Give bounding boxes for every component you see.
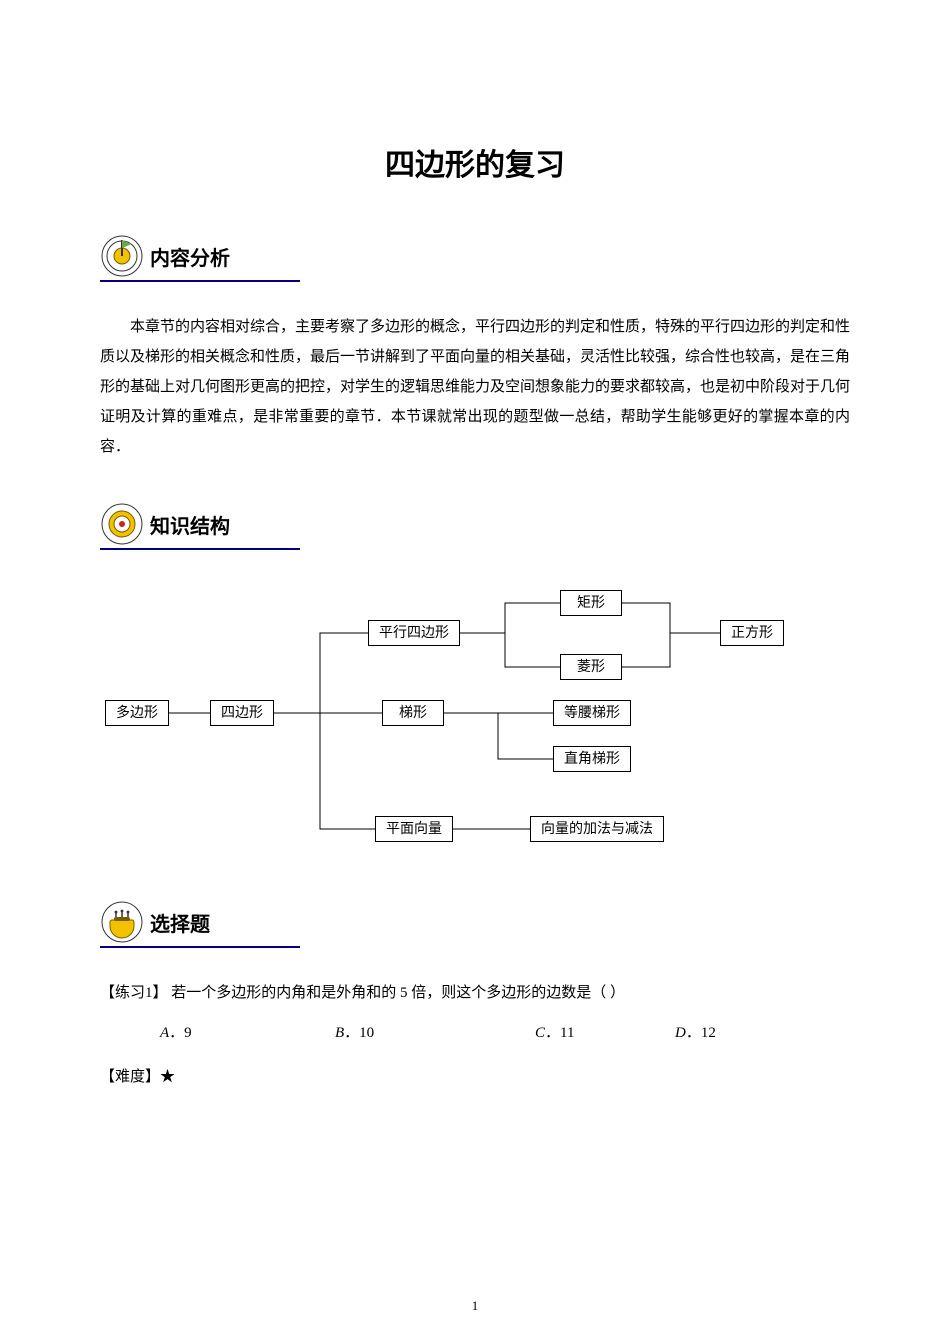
section-knowledge-structure: 知识结构 [100,502,300,550]
exercise-text: 若一个多边形的内角和是外角和的 5 倍，则这个多边形的边数是（ ） [171,985,625,1001]
knowledge-diagram: 多边形 四边形 平行四边形梯形 矩形菱形 正方形等腰梯形直角梯形平面向量 向量的加法与减法 [100,580,850,860]
pot-icon [100,900,144,944]
section-label: 知识结构 [150,510,230,539]
diagram-node-iso_trap: 等腰梯形 [553,700,631,726]
section-multiple-choice: 选择题 [100,900,300,948]
option-d: D．12 [675,1018,795,1048]
flag-icon [100,234,144,278]
exercise-stem: 【练习1】 若一个多边形的内角和是外角和的 5 倍，则这个多边形的边数是（ ） [100,978,850,1008]
difficulty-label: 【难度】★ [100,1062,850,1092]
diagram-node-vec_ops: 向量的加法与减法 [530,816,664,842]
diagram-node-rhombus: 菱形 [560,654,622,680]
diagram-node-quad: 四边形 [210,700,274,726]
option-b: B．10 [335,1018,535,1048]
page-number: 1 [0,1298,950,1314]
target-icon [100,502,144,546]
option-a: A．9 [160,1018,335,1048]
section-label: 选择题 [150,908,210,937]
diagram-node-right_trap: 直角梯形 [553,746,631,772]
diagram-node-trapezoid: 梯形 [382,700,444,726]
diagram-node-vector: 平面向量 [375,816,453,842]
option-c: C．11 [535,1018,675,1048]
section-label: 内容分析 [150,242,230,271]
diagram-node-square: 正方形 [720,620,784,646]
section-content-analysis: 内容分析 [100,234,300,282]
diagram-node-polygon: 多边形 [105,700,169,726]
page-title: 四边形的复习 [100,140,850,184]
content-paragraph: 本章节的内容相对综合，主要考察了多边形的概念，平行四边形的判定和性质，特殊的平行… [100,312,850,462]
exercise-tag: 【练习1】 [100,985,168,1001]
exercise-options: A．9 B．10 C．11 D．12 [100,1018,850,1048]
diagram-node-parallelogram: 平行四边形 [368,620,460,646]
exercise-block: 【练习1】 若一个多边形的内角和是外角和的 5 倍，则这个多边形的边数是（ ） … [100,978,850,1092]
diagram-node-rect: 矩形 [560,590,622,616]
